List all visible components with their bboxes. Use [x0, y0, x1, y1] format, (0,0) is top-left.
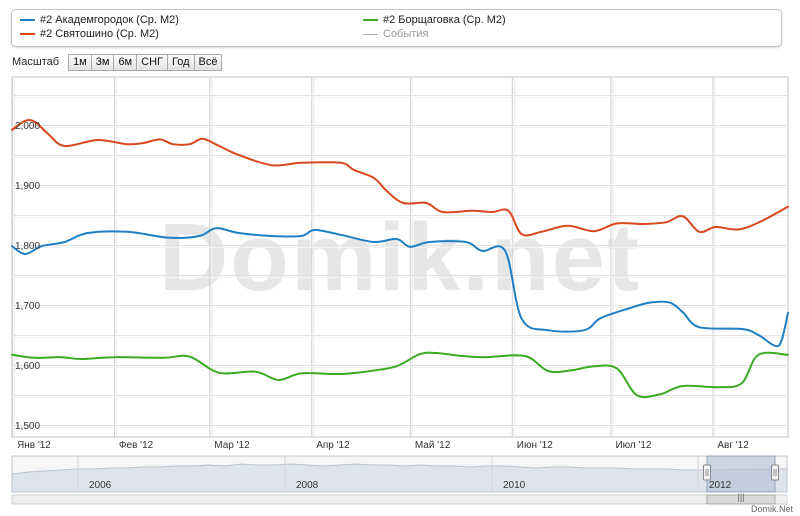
legend-item-borshchagovka[interactable]: #2 Борщаговка (Ср. М2)	[363, 14, 506, 26]
navigator-selection[interactable]	[706, 455, 776, 493]
y-tick-label: 1,900	[15, 181, 40, 192]
plot-area	[11, 76, 789, 438]
zoom-button-1y[interactable]: Год	[166, 53, 195, 71]
y-tick-label: 1,800	[15, 241, 40, 252]
navigator-year-label: 2010	[503, 480, 526, 491]
navigator-handle-right[interactable]	[771, 464, 779, 481]
watermark: Domik.net	[159, 204, 641, 311]
credit: Domik.Net	[751, 504, 794, 514]
legend-item-akademgorodok[interactable]: #2 Академгородок (Ср. М2)	[20, 14, 179, 26]
x-tick-label: Авг '12	[717, 440, 749, 451]
navigator-overview-area	[11, 463, 788, 493]
zoom-label: Масштаб	[12, 56, 60, 68]
navigator-year-label: 2012	[709, 480, 732, 491]
y-tick-label: 1,700	[15, 301, 40, 312]
zoom-button-6m[interactable]: 6м	[113, 53, 138, 71]
navigator-scroll-grip[interactable]: |||	[737, 492, 744, 502]
legend: #2 Академгородок (Ср. М2) #2 Святошино (…	[11, 9, 782, 47]
navigator-year-label: 2006	[89, 480, 112, 491]
zoom-button-1m[interactable]: 1м	[68, 53, 92, 71]
navigator-scrollbar[interactable]	[11, 494, 788, 505]
legend-label-borshchagovka: #2 Борщаговка (Ср. М2)	[383, 14, 506, 26]
x-tick-label: Янв '12	[17, 440, 51, 451]
y-tick-label: 1,500	[15, 421, 40, 432]
zoom-button-ytd[interactable]: СНГ	[136, 53, 168, 71]
navigator-year-label: 2008	[296, 480, 319, 491]
legend-line-akademgorodok	[20, 19, 35, 21]
series-line-1	[11, 119, 789, 237]
legend-item-events[interactable]: События	[363, 28, 428, 40]
navigator-scroll-thumb[interactable]	[706, 494, 776, 505]
series-line-2	[11, 351, 789, 399]
x-tick-label: Июл '12	[615, 440, 652, 451]
legend-label-events: События	[383, 28, 429, 40]
legend-label-akademgorodok: #2 Академгородок (Ср. М2)	[40, 14, 179, 26]
navigator-handle-left[interactable]	[703, 464, 711, 481]
zoom-bar: Масштаб 1м 3м 6м СНГ Год Всё	[12, 53, 223, 71]
series-line-0	[11, 227, 789, 348]
zoom-button-3m[interactable]: 3м	[90, 53, 115, 71]
x-tick-label: Фев '12	[119, 440, 154, 451]
x-tick-label: Июн '12	[517, 440, 553, 451]
legend-label-svyatoshino: #2 Святошино (Ср. М2)	[40, 28, 159, 40]
x-tick-label: Май '12	[415, 440, 451, 451]
y-tick-label: 1,600	[15, 361, 40, 372]
legend-line-svyatoshino	[20, 33, 35, 35]
navigator[interactable]	[11, 455, 788, 493]
legend-line-borshchagovka	[363, 19, 378, 21]
y-tick-label: 2,000	[15, 121, 40, 132]
legend-line-events	[363, 33, 378, 35]
x-tick-label: Апр '12	[316, 440, 350, 451]
legend-item-svyatoshino[interactable]: #2 Святошино (Ср. М2)	[20, 28, 159, 40]
zoom-button-all[interactable]: Всё	[193, 53, 223, 71]
x-tick-label: Мар '12	[214, 440, 250, 451]
